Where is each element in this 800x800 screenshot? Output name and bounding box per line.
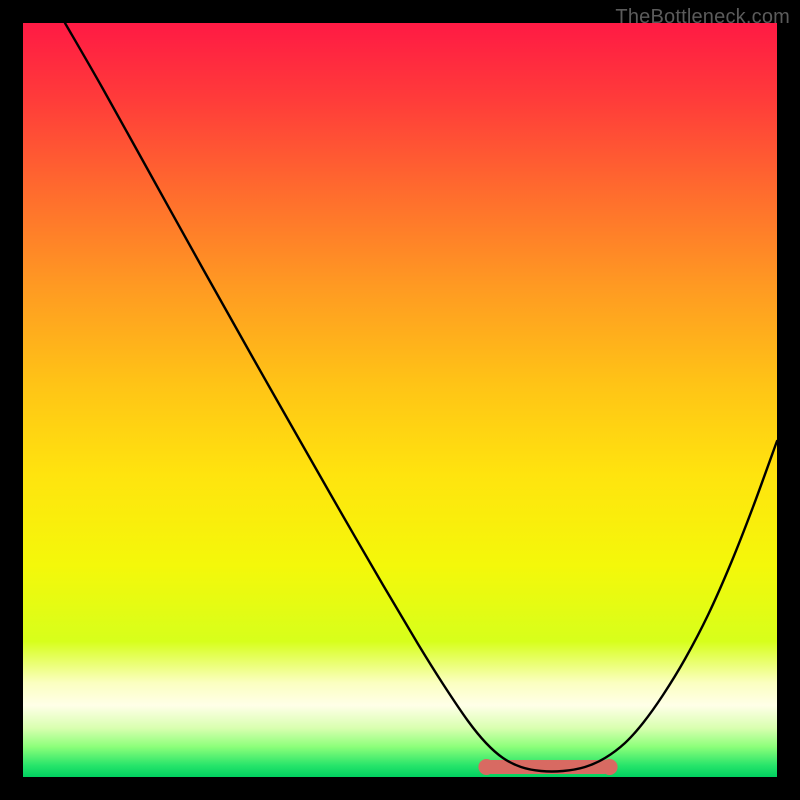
watermark-text: TheBottleneck.com bbox=[615, 6, 790, 29]
plot-svg bbox=[23, 23, 777, 777]
chart-stage: TheBottleneck.com bbox=[0, 0, 800, 800]
plot-area bbox=[23, 23, 777, 777]
gradient-background bbox=[23, 23, 777, 777]
